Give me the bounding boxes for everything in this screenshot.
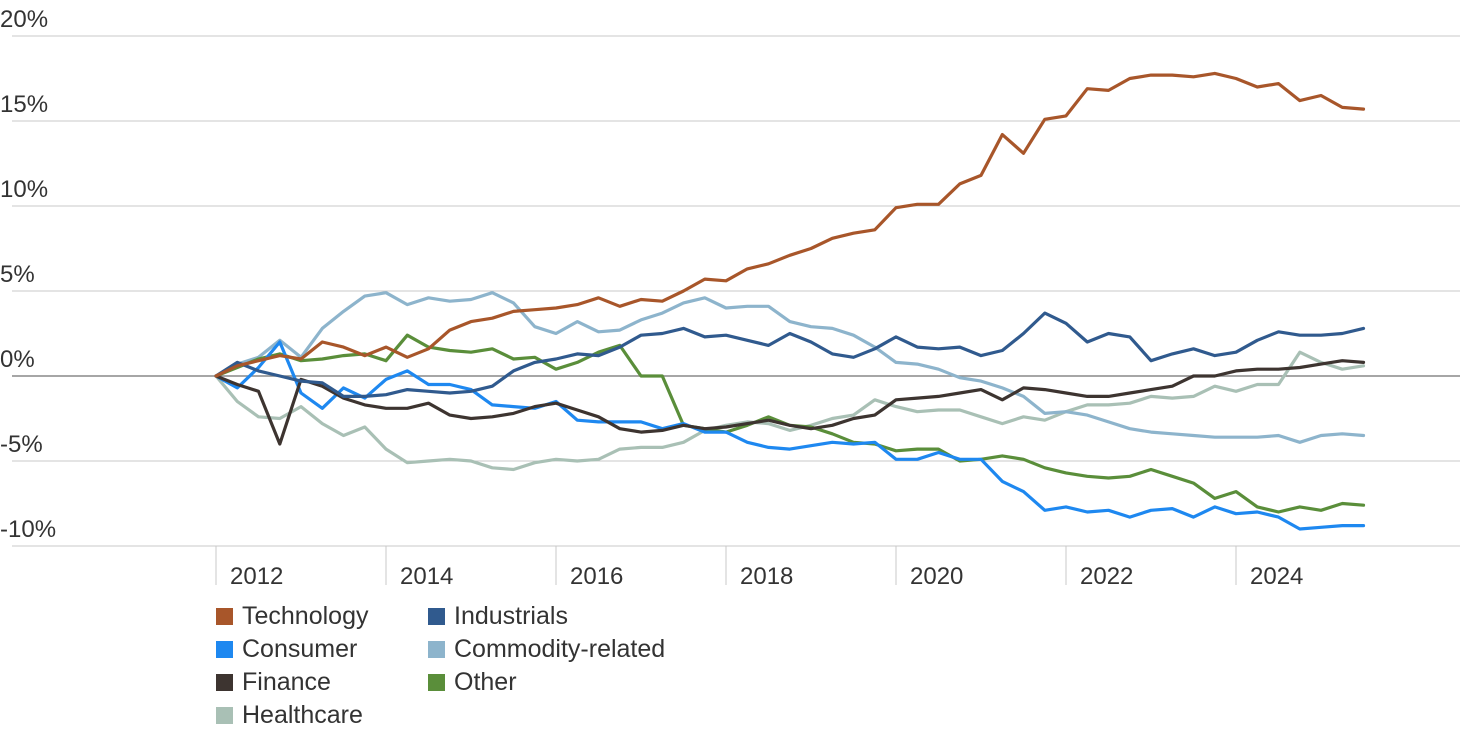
line-chart: 20% 15% 10% 5% 0% -5% -10% 2012 2014 2016 2018 202…	[0, 6, 1460, 590]
series-line-technology	[214, 71, 1366, 378]
y-tick-label: 20%	[0, 6, 48, 33]
legend-item: Other	[428, 666, 517, 699]
legend-label: Other	[454, 668, 517, 696]
legend-swatch	[216, 707, 233, 724]
grid-lines	[12, 35, 1460, 547]
legend-item: Consumer	[216, 633, 357, 666]
x-tick-label: 2016	[570, 563, 623, 590]
legend-swatch	[216, 608, 233, 625]
legend-label: Healthcare	[242, 701, 363, 729]
x-tick-label: 2014	[400, 563, 453, 590]
y-tick-label: 10%	[0, 176, 48, 203]
series-line-commodity-related	[214, 291, 1366, 444]
legend-swatch	[428, 608, 445, 625]
legend-item: Technology	[216, 600, 368, 633]
x-axis: 2012 2014 2016 2018 2020 2022 2024	[215, 546, 1303, 590]
legend-swatch	[428, 674, 445, 691]
series-line-consumer	[214, 340, 1366, 531]
legend-label: Commodity-related	[454, 635, 666, 663]
legend-item: Finance	[216, 666, 331, 699]
series-line-finance	[214, 359, 1366, 446]
y-tick-label: -10%	[0, 516, 56, 543]
series-line-healthcare	[214, 350, 1366, 472]
y-tick-label: -5%	[0, 431, 43, 458]
y-tick-label: 5%	[0, 261, 35, 288]
legend-item: Commodity-related	[428, 633, 665, 666]
legend-label: Technology	[242, 602, 369, 630]
x-tick-label: 2022	[1080, 563, 1133, 590]
legend-label: Finance	[242, 668, 331, 696]
legend-swatch	[428, 641, 445, 658]
legend-swatch	[216, 674, 233, 691]
y-axis: 20% 15% 10% 5% 0% -5% -10%	[0, 6, 56, 543]
x-tick-label: 2018	[740, 563, 793, 590]
x-tick-label: 2024	[1250, 563, 1303, 590]
legend-item: Industrials	[428, 600, 568, 633]
series-line-industrials	[214, 311, 1366, 398]
series-lines	[214, 71, 1366, 531]
series-line-other	[214, 333, 1366, 514]
y-tick-label: 0%	[0, 346, 35, 373]
x-tick-label: 2020	[910, 563, 963, 590]
legend-item: Healthcare	[216, 699, 363, 732]
y-tick-label: 15%	[0, 91, 48, 118]
legend-label: Industrials	[454, 602, 568, 630]
legend-label: Consumer	[242, 635, 358, 663]
x-tick-label: 2012	[230, 563, 283, 590]
legend-swatch	[216, 641, 233, 658]
